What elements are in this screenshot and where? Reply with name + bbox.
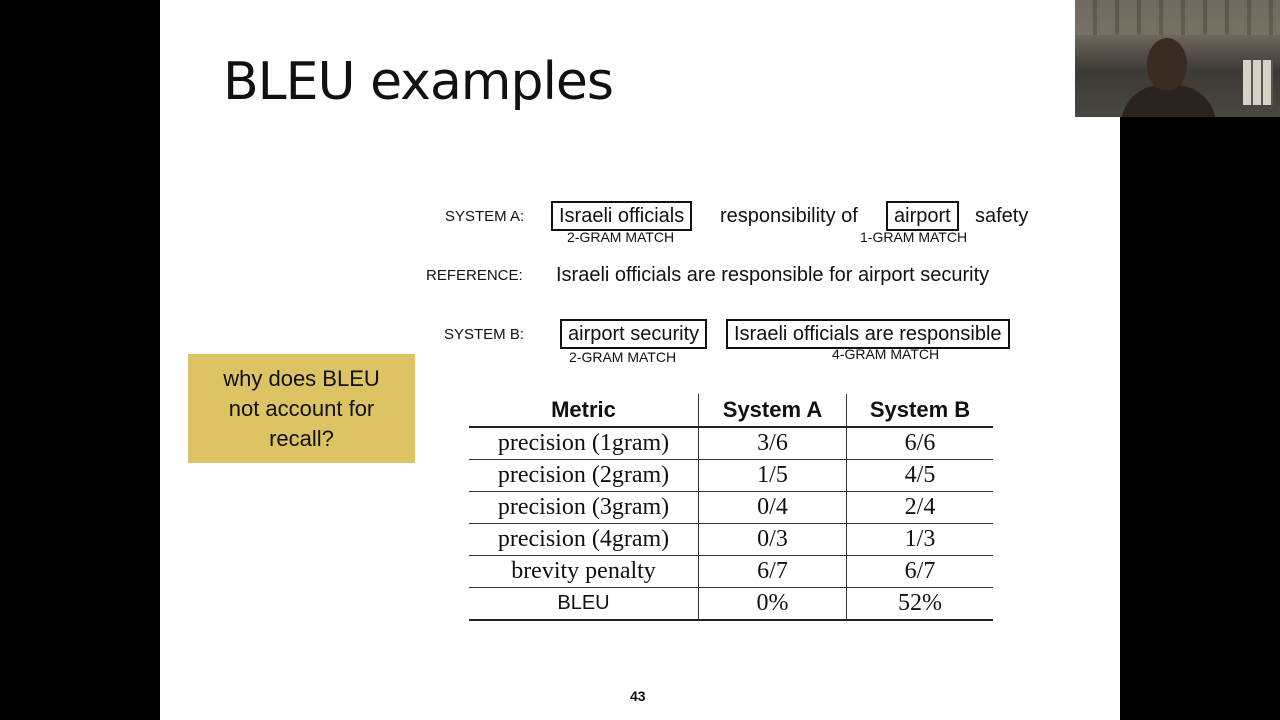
bleu-metrics-table: Metric System A System B precision (1gra… [469,394,993,621]
metric-name: precision (1gram) [469,427,699,460]
metric-name: brevity penalty [469,555,699,588]
system-a-value: 6/7 [698,555,847,588]
system-a-box-2gram: Israeli officials [551,201,693,231]
webcam-window [1243,60,1273,105]
metric-name: BLEU [469,587,699,621]
header-system-a: System A [698,394,847,428]
system-a-value: 1/5 [698,459,847,492]
table-row: brevity penalty 6/7 6/7 [469,555,993,588]
system-a-tail-text: safety [975,205,1029,227]
webcam-video-feed [1075,0,1280,117]
table-row: precision (3gram) 0/4 2/4 [469,491,993,524]
header-metric: Metric [469,394,699,428]
system-b-box-4gram: Israeli officials are responsible [726,319,1010,349]
system-b-match-4gram: 4-GRAM MATCH [832,346,940,362]
page-number: 43 [630,688,646,704]
system-b-value: 52% [846,587,993,621]
reference-label: REFERENCE: [426,267,523,284]
system-a-middle-text: responsibility of [720,205,858,227]
system-b-value: 1/3 [846,523,993,556]
metric-name: precision (2gram) [469,459,699,492]
system-a-value: 0/4 [698,491,847,524]
callout-text: why does BLEU not account for recall? [223,365,380,451]
system-a-value: 0/3 [698,523,847,556]
metric-name: precision (4gram) [469,523,699,556]
system-a-value: 3/6 [698,427,847,460]
system-a-box-1gram: airport [886,201,959,231]
slide-title: BLEU examples [223,52,614,112]
system-b-value: 4/5 [846,459,993,492]
table-row: precision (2gram) 1/5 4/5 [469,459,993,492]
system-a-match-1gram: 1-GRAM MATCH [860,229,968,245]
system-b-box-2gram: airport security [560,319,708,349]
system-b-label: SYSTEM B: [444,326,525,343]
webcam-ceiling [1075,0,1280,35]
system-b-value: 2/4 [846,491,993,524]
table-row: precision (4gram) 0/3 1/3 [469,523,993,556]
table-header-row: Metric System A System B [469,394,993,428]
table-row: precision (1gram) 3/6 6/6 [469,427,993,460]
metric-name: precision (3gram) [469,491,699,524]
system-b-match-2gram: 2-GRAM MATCH [569,349,677,365]
system-a-value: 0% [698,587,847,621]
system-a-label: SYSTEM A: [445,208,525,225]
reference-text: Israeli officials are responsible for ai… [556,264,990,286]
table-row: BLEU 0% 52% [469,587,993,621]
system-b-value: 6/6 [846,427,993,460]
header-system-b: System B [846,394,993,428]
system-b-value: 6/7 [846,555,993,588]
webcam-presenter-head [1147,38,1187,90]
system-a-match-2gram: 2-GRAM MATCH [567,229,675,245]
recall-question-callout: why does BLEU not account for recall? [188,354,415,463]
slide: BLEU examples SYSTEM A: Israeli official… [160,0,1120,720]
